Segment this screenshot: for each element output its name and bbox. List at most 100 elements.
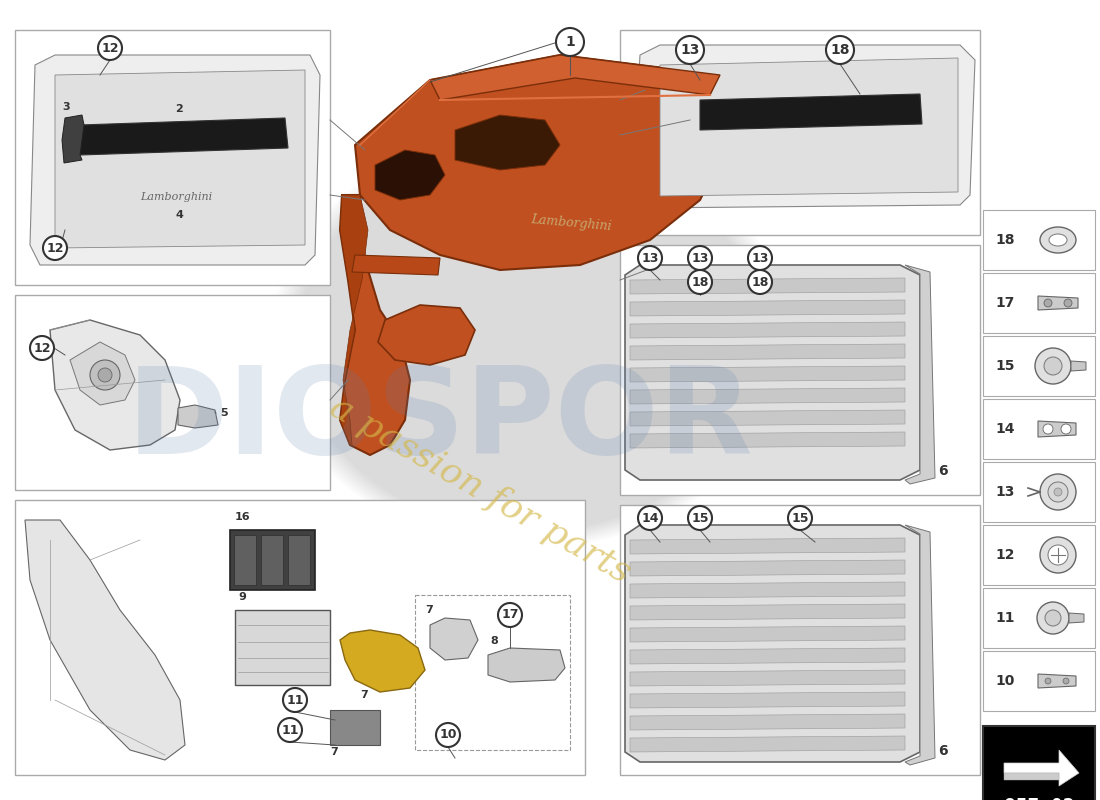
Polygon shape	[630, 692, 905, 708]
Text: 3: 3	[62, 102, 69, 112]
Circle shape	[1037, 602, 1069, 634]
Circle shape	[90, 360, 120, 390]
Circle shape	[30, 336, 54, 360]
Text: 7: 7	[360, 690, 367, 700]
Text: 7: 7	[330, 747, 338, 757]
Polygon shape	[430, 55, 720, 100]
Text: 2: 2	[175, 104, 183, 114]
Polygon shape	[625, 525, 920, 762]
Bar	[235, 610, 330, 685]
Bar	[261, 535, 283, 585]
Polygon shape	[378, 305, 475, 365]
Circle shape	[638, 506, 662, 530]
Polygon shape	[55, 70, 305, 248]
Polygon shape	[488, 648, 565, 682]
Circle shape	[436, 723, 460, 747]
Polygon shape	[905, 525, 935, 765]
Polygon shape	[178, 405, 218, 428]
Text: 13: 13	[751, 251, 769, 265]
Circle shape	[98, 368, 112, 382]
Text: 15: 15	[791, 511, 808, 525]
Circle shape	[1040, 474, 1076, 510]
Polygon shape	[1038, 421, 1076, 437]
Polygon shape	[340, 630, 425, 692]
Text: 14: 14	[996, 422, 1014, 436]
Polygon shape	[630, 388, 905, 404]
Text: 12: 12	[33, 342, 51, 354]
Text: 15: 15	[996, 359, 1014, 373]
Polygon shape	[660, 58, 958, 196]
Bar	[15, 30, 330, 285]
Ellipse shape	[1040, 227, 1076, 253]
Polygon shape	[455, 115, 560, 170]
Polygon shape	[630, 278, 905, 294]
Bar	[983, 525, 1094, 585]
Bar	[415, 595, 570, 750]
Polygon shape	[905, 265, 935, 484]
Circle shape	[638, 246, 662, 270]
Polygon shape	[340, 195, 368, 445]
Text: 13: 13	[996, 485, 1014, 499]
Text: 10: 10	[439, 729, 456, 742]
Circle shape	[1054, 488, 1062, 496]
Polygon shape	[430, 618, 478, 660]
Circle shape	[43, 236, 67, 260]
Bar	[983, 210, 1094, 270]
Text: 7: 7	[425, 605, 432, 615]
Circle shape	[278, 718, 303, 742]
Circle shape	[1048, 545, 1068, 565]
Text: a passion for parts: a passion for parts	[323, 390, 636, 590]
Polygon shape	[62, 115, 84, 163]
Circle shape	[748, 270, 772, 294]
Polygon shape	[352, 255, 440, 275]
Polygon shape	[630, 736, 905, 752]
Text: 9: 9	[238, 592, 246, 602]
Polygon shape	[1069, 613, 1084, 623]
Circle shape	[688, 270, 712, 294]
Circle shape	[1043, 424, 1053, 434]
Text: 18: 18	[830, 43, 849, 57]
Bar	[620, 30, 980, 235]
Polygon shape	[630, 300, 905, 316]
Circle shape	[498, 603, 522, 627]
Polygon shape	[340, 195, 410, 455]
Circle shape	[788, 506, 812, 530]
Bar	[620, 245, 980, 495]
Bar	[15, 500, 585, 775]
Text: 18: 18	[751, 275, 769, 289]
Polygon shape	[700, 94, 922, 130]
Polygon shape	[1038, 296, 1078, 310]
Bar	[983, 462, 1094, 522]
Bar	[983, 726, 1094, 800]
Bar	[983, 273, 1094, 333]
Text: 13: 13	[691, 251, 708, 265]
Polygon shape	[630, 626, 905, 642]
Bar	[330, 710, 380, 745]
Text: 18: 18	[691, 275, 708, 289]
Polygon shape	[1071, 361, 1086, 371]
Bar	[983, 399, 1094, 459]
Polygon shape	[355, 55, 730, 270]
Text: 11: 11	[286, 694, 304, 706]
Circle shape	[688, 246, 712, 270]
Polygon shape	[1004, 750, 1079, 786]
Polygon shape	[630, 582, 905, 598]
Ellipse shape	[1049, 234, 1067, 246]
Text: 13: 13	[680, 43, 700, 57]
Circle shape	[688, 506, 712, 530]
Polygon shape	[630, 670, 905, 686]
Polygon shape	[630, 322, 905, 338]
Polygon shape	[80, 118, 288, 155]
Circle shape	[748, 246, 772, 270]
Bar	[230, 530, 315, 590]
Text: 15: 15	[691, 511, 708, 525]
Circle shape	[1045, 610, 1062, 626]
Bar	[288, 535, 310, 585]
Polygon shape	[630, 648, 905, 664]
Circle shape	[1044, 357, 1061, 375]
Polygon shape	[630, 714, 905, 730]
Text: 17: 17	[996, 296, 1014, 310]
Bar	[983, 588, 1094, 648]
Text: 10: 10	[996, 674, 1014, 688]
Polygon shape	[630, 410, 905, 426]
